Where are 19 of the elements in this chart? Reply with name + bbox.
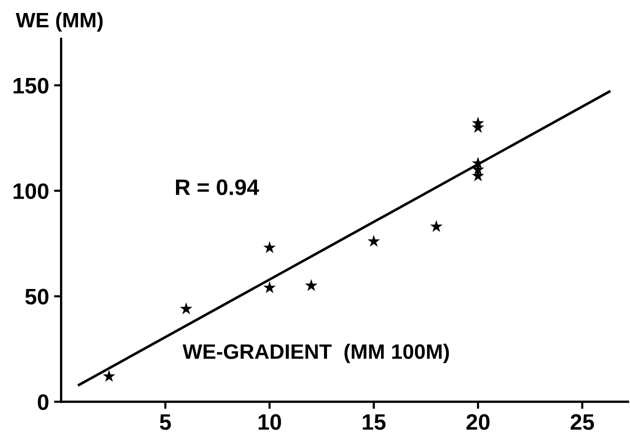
annotation: R = 0.94 [176, 179, 260, 196]
y-tick-label: 50 [25, 288, 48, 305]
x-tick-label: 5 [160, 414, 171, 430]
point [102, 370, 116, 382]
point [263, 281, 276, 294]
point [304, 279, 318, 292]
x-axis-title: WE-GRADIENT (MM 100M) [182, 344, 449, 364]
y-axis-title: WE (MM) [16, 12, 103, 32]
x-tick-label: 20 [466, 414, 490, 430]
y-tick-label: 150 [14, 78, 48, 94]
point [263, 241, 276, 254]
point [180, 302, 192, 314]
x-tick-label: 25 [570, 414, 594, 430]
x-tick-label: 10 [258, 414, 282, 430]
x-tick-label: 15 [362, 414, 386, 430]
y-tick-label: 0 [38, 394, 48, 410]
y-tick-label: 100 [14, 183, 48, 200]
point [430, 220, 443, 232]
point [368, 234, 380, 247]
